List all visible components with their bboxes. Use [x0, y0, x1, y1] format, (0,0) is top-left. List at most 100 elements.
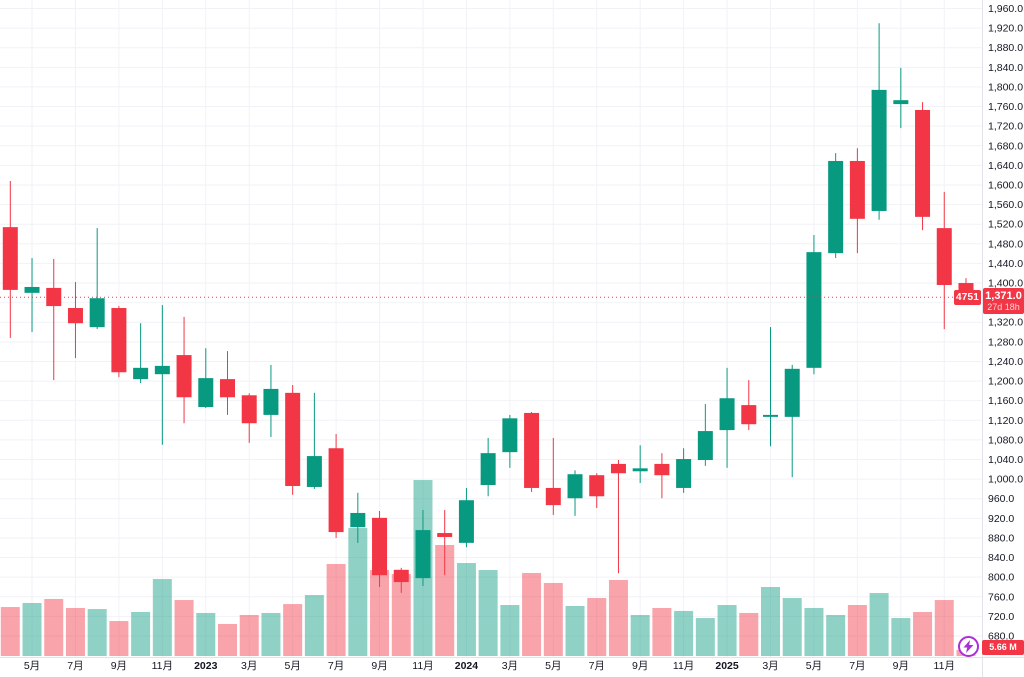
volume-bar: [65, 607, 85, 656]
volume-bar: [826, 614, 846, 656]
price-tick-label: 1,640.0: [988, 160, 1023, 172]
price-tick-label: 720.0: [988, 611, 1014, 623]
candle-body: [198, 378, 214, 408]
price-tick-label: 920.0: [988, 513, 1014, 525]
candle-body: [46, 287, 62, 307]
candle-body: [828, 160, 844, 254]
volume-bar: [739, 612, 759, 656]
time-tick-label: 7月: [67, 660, 83, 672]
candle-body: [545, 487, 561, 506]
time-tick-label: 11月: [412, 660, 433, 672]
volume-bar: [608, 579, 628, 656]
candle-body: [285, 392, 301, 486]
volume-bar: [565, 605, 585, 656]
candle-body: [220, 379, 235, 398]
candle-body: [372, 517, 388, 576]
time-tick-label: 2023: [194, 660, 218, 672]
candle-body: [480, 453, 496, 486]
volume-bar: [196, 612, 216, 656]
volume-bar: [174, 600, 194, 656]
candle-body: [154, 365, 170, 375]
price-tick-label: 1,480.0: [988, 238, 1023, 250]
candle-body: [437, 533, 453, 537]
time-tick-label: 7月: [589, 660, 605, 672]
candle-body: [24, 286, 40, 293]
volume-bar: [761, 586, 780, 656]
candle-body: [67, 308, 83, 324]
candle-body: [871, 89, 887, 211]
candle-body: [719, 398, 735, 431]
price-tick-label: 1,520.0: [988, 219, 1023, 231]
price-tick-label: 1,720.0: [988, 121, 1023, 133]
volume-bar: [630, 614, 650, 656]
candle-body: [915, 109, 931, 217]
candle-body: [849, 160, 865, 219]
volume-bar: [435, 545, 455, 656]
time-tick-label: 11月: [934, 660, 955, 672]
price-tick-label: 1,120.0: [988, 415, 1023, 427]
symbol-price-badge: 4751: [954, 290, 981, 305]
time-tick-label: 9月: [111, 660, 127, 672]
volume-bar: [804, 607, 824, 656]
volume-bar: [131, 612, 151, 656]
time-tick-label: 9月: [893, 660, 909, 672]
bar-countdown: 27d 18h: [987, 302, 1020, 312]
volume-bar: [326, 563, 346, 656]
price-tick-label: 1,800.0: [988, 81, 1023, 93]
volume-bar: [934, 600, 954, 656]
candle-body: [936, 228, 952, 285]
volume-bar: [370, 570, 390, 656]
volume-bar: [87, 609, 107, 656]
volume-bar: [847, 605, 867, 656]
candle-body: [806, 252, 822, 368]
volume-bar: [218, 623, 237, 656]
candle-body: [111, 308, 127, 373]
time-tick-label: 2025: [715, 660, 739, 672]
time-tick-label: 3月: [762, 660, 778, 672]
price-tick-label: 1,040.0: [988, 454, 1023, 466]
candle-body: [502, 418, 518, 453]
candle-body: [133, 367, 149, 380]
time-tick-label: 5月: [24, 660, 40, 672]
volume-bar: [22, 602, 42, 656]
price-tick-label: 1,680.0: [988, 140, 1023, 152]
price-tick-label: 1,320.0: [988, 317, 1023, 329]
volume-bar: [283, 604, 303, 656]
volume-bar: [782, 598, 802, 656]
candle-body: [654, 463, 670, 476]
volume-bar: [261, 612, 281, 656]
volume-bar: [587, 598, 607, 656]
time-tick-label: 2024: [455, 660, 479, 672]
candle-body: [393, 569, 409, 583]
volume-bar: [717, 605, 737, 656]
volume-bar: [522, 572, 542, 656]
price-tick-label: 1,440.0: [988, 258, 1023, 270]
price-tick-label: 1,160.0: [988, 395, 1023, 407]
volume-bar: [543, 582, 563, 656]
candle-body: [784, 368, 800, 417]
candle-body: [263, 388, 279, 415]
candle-body: [893, 100, 909, 105]
time-tick-label: 11月: [673, 660, 694, 672]
candle-body: [415, 530, 431, 579]
price-tick-label: 1,560.0: [988, 199, 1023, 211]
price-tick-label: 1,920.0: [988, 23, 1023, 35]
price-tick-label: 1,080.0: [988, 434, 1023, 446]
volume-bar: [869, 593, 889, 656]
price-tick-label: 760.0: [988, 591, 1014, 603]
price-tick-label: 1,000.0: [988, 474, 1023, 486]
quick-trade-button[interactable]: [958, 636, 979, 657]
price-tick-label: 1,960.0: [988, 3, 1023, 15]
candle-body: [632, 468, 648, 472]
time-tick-label: 11月: [152, 660, 173, 672]
time-tick-label: 9月: [632, 660, 648, 672]
candle-body: [2, 227, 18, 290]
candle-body: [350, 512, 366, 528]
volume-bar: [674, 610, 694, 656]
lightning-icon: [963, 640, 974, 653]
price-tick-label: 1,200.0: [988, 376, 1023, 388]
time-tick-label: 5月: [806, 660, 822, 672]
volume-bar: [478, 570, 498, 656]
